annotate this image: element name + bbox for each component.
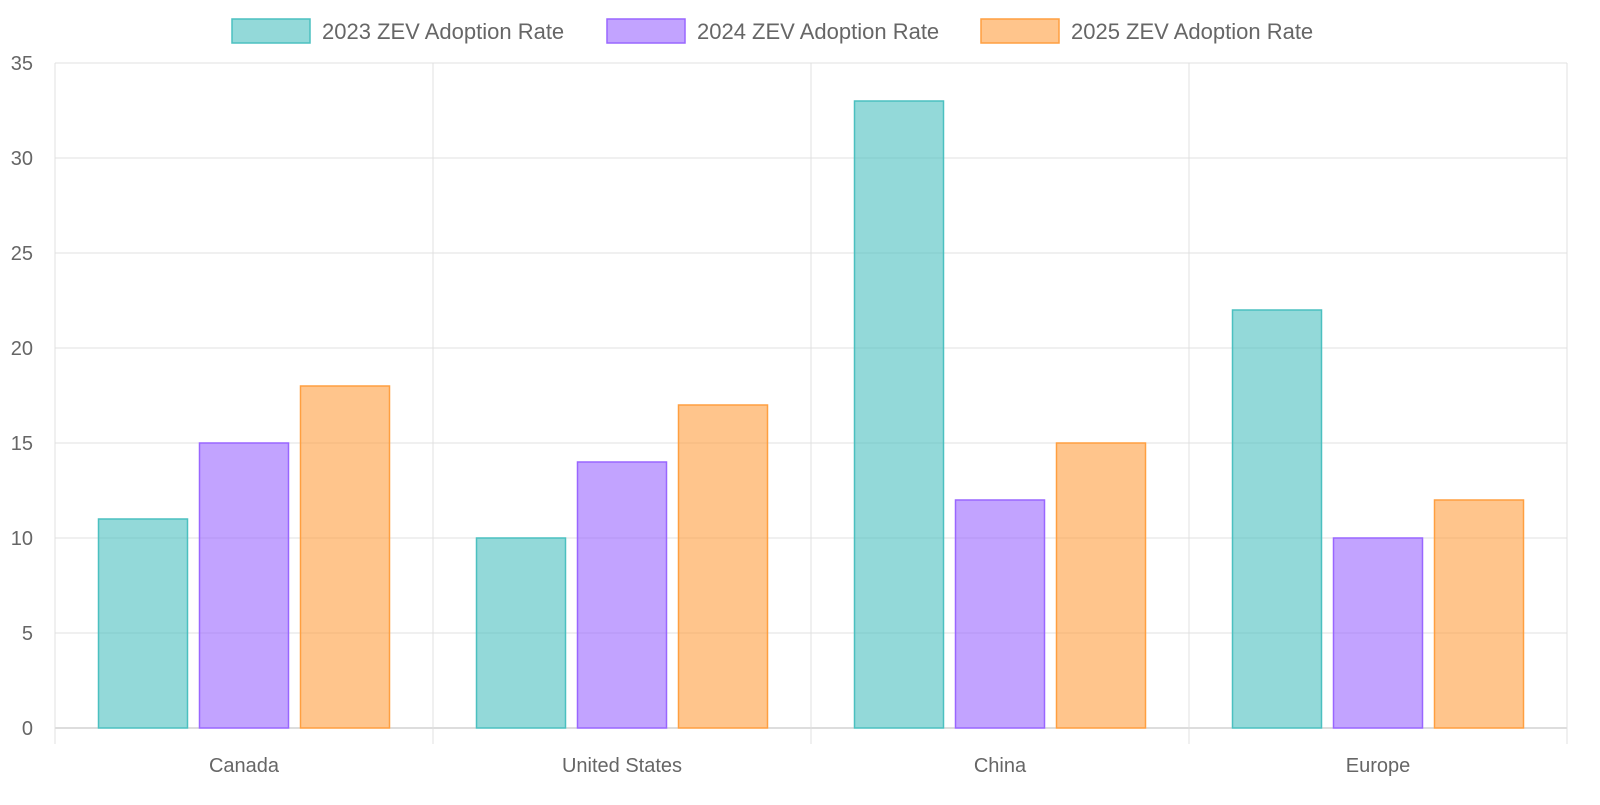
legend-item[interactable]: 2025 ZEV Adoption Rate: [980, 18, 1313, 44]
legend[interactable]: 2023 ZEV Adoption Rate 2024 ZEV Adoption …: [231, 18, 1313, 44]
bar-1-2: [677, 404, 769, 729]
y-tick-label: 30: [11, 148, 33, 170]
legend-item[interactable]: 2024 ZEV Adoption Rate: [606, 18, 939, 44]
bar-1-1: [576, 461, 668, 729]
bar-0-0: [97, 518, 189, 729]
x-tick-label: Canada: [209, 755, 280, 777]
axes: 0 5 10 15 20 25 30 35 Canada United States China Eu…: [11, 53, 1411, 777]
y-tick-label: 25: [11, 243, 33, 265]
bar-1-0: [475, 537, 567, 729]
bar-0-2: [299, 385, 391, 729]
bar-3-2: [1433, 499, 1525, 729]
legend-label: 2023 ZEV Adoption Rate: [322, 19, 564, 44]
y-tick-label: 5: [22, 623, 33, 645]
bar-3-1: [1332, 537, 1424, 729]
x-tick-label: United States: [562, 755, 682, 777]
bar-0-1: [198, 442, 290, 729]
y-tick-label: 10: [11, 528, 33, 550]
y-tick-label: 35: [11, 53, 33, 75]
legend-label: 2025 ZEV Adoption Rate: [1071, 19, 1313, 44]
y-tick-label: 0: [22, 718, 33, 740]
legend-swatch: [606, 18, 686, 44]
bar-2-1: [954, 499, 1046, 729]
legend-swatch: [980, 18, 1060, 44]
bar-3-0: [1231, 309, 1323, 729]
x-tick-label: China: [974, 755, 1027, 777]
legend-swatch: [231, 18, 311, 44]
bars: [97, 100, 1525, 729]
x-tick-label: Europe: [1346, 755, 1411, 777]
legend-label: 2024 ZEV Adoption Rate: [697, 19, 939, 44]
bar-2-0: [853, 100, 945, 729]
y-tick-label: 15: [11, 433, 33, 455]
y-tick-label: 20: [11, 338, 33, 360]
legend-item[interactable]: 2023 ZEV Adoption Rate: [231, 18, 564, 44]
bar-2-2: [1055, 442, 1147, 729]
